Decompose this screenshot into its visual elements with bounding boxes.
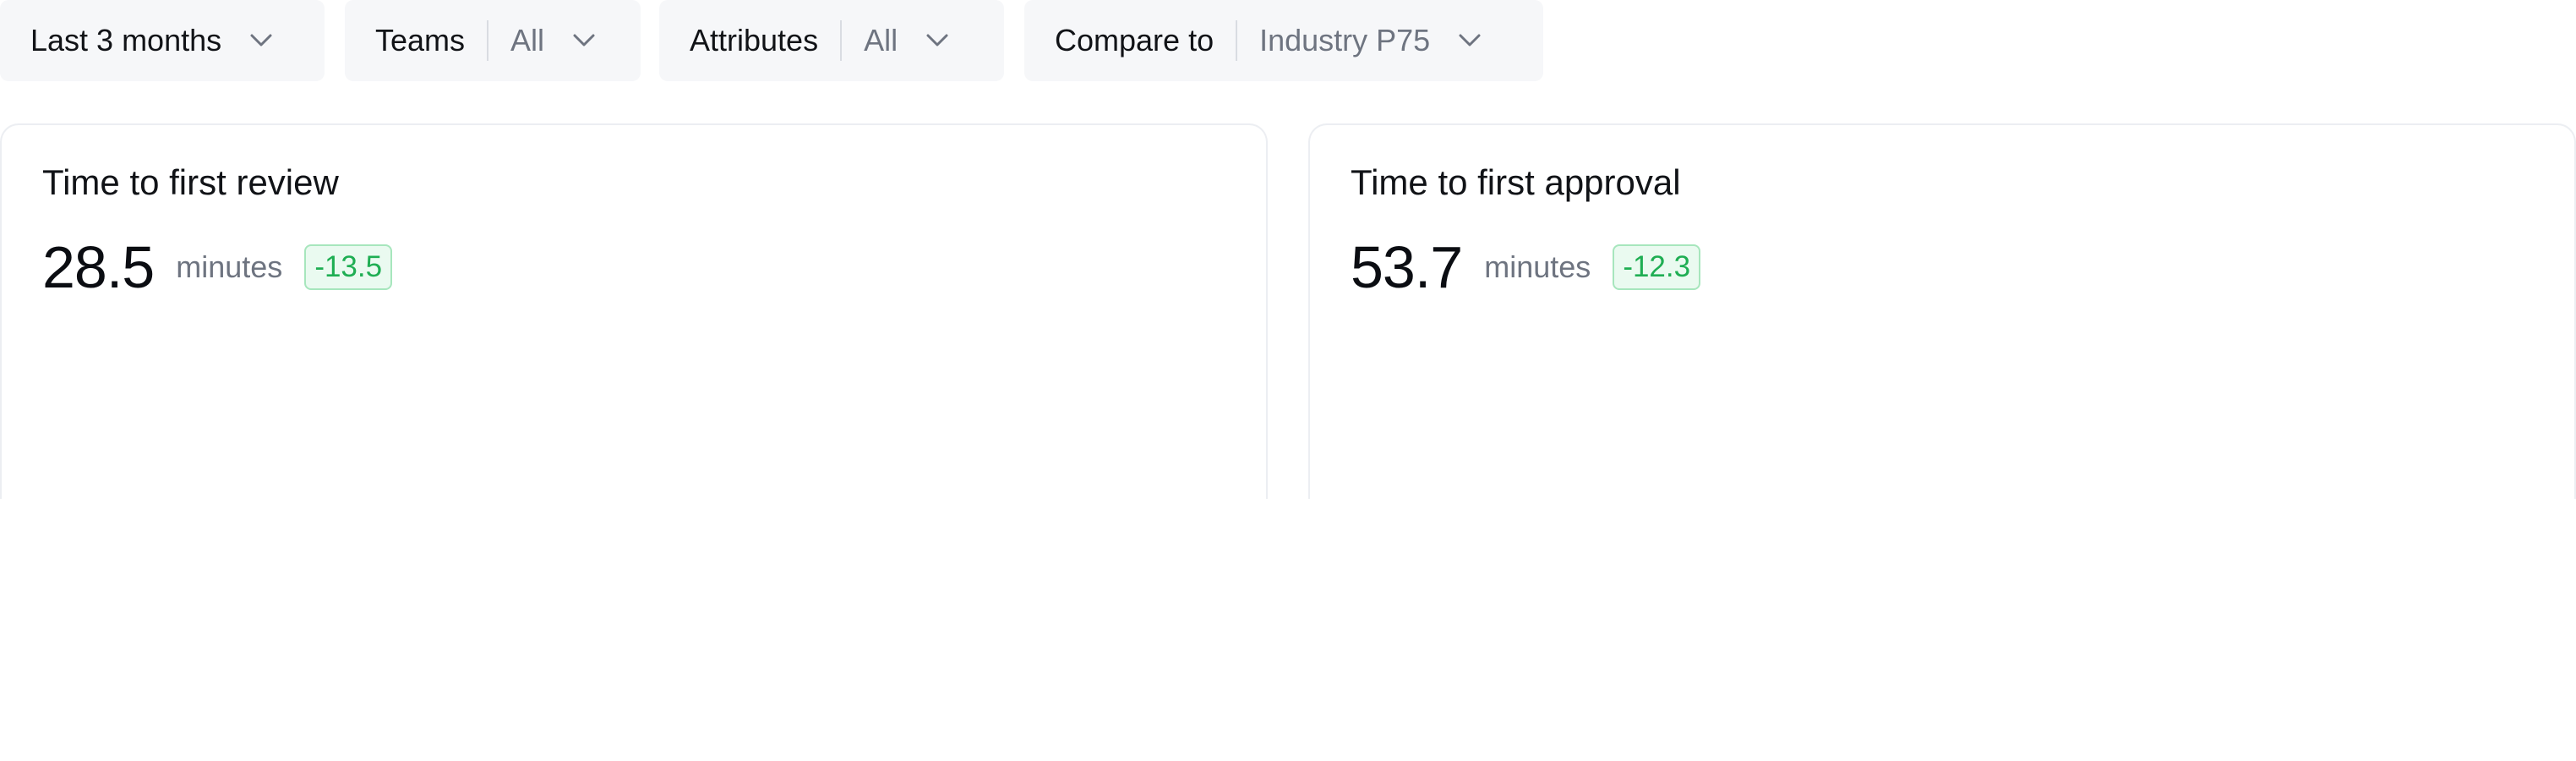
page-background [0,499,2576,761]
period-label: Last 3 months [30,23,222,57]
delta-badge: -13.5 [304,244,393,291]
period-dropdown[interactable]: Last 3 months [0,0,325,81]
delta-badge: -12.3 [1613,244,1701,291]
attributes-dropdown[interactable]: Attributes All [659,0,1004,81]
metric-value: 53.7 [1351,234,1463,300]
chevron-down-icon [247,26,276,55]
chevron-down-icon [1455,26,1484,55]
compare-value: Industry P75 [1259,23,1431,57]
teams-value: All [510,23,545,57]
divider [487,20,489,61]
teams-dropdown[interactable]: Teams All [345,0,641,81]
chevron-down-icon [923,26,952,55]
divider [840,20,843,61]
metric-row: 53.7 minutes -12.3 [1351,232,1701,303]
divider [1236,20,1238,61]
compare-label: Compare to [1055,23,1214,57]
metric-unit: minutes [176,249,283,284]
metric-row: 28.5 minutes -13.5 [42,232,393,303]
teams-label: Teams [375,23,466,57]
card-title: Time to first review [42,162,339,202]
metric-value: 28.5 [42,234,155,300]
chevron-down-icon [570,26,598,55]
attributes-value: All [864,23,898,57]
card-title: Time to first approval [1351,162,1681,202]
metric-unit: minutes [1484,249,1591,284]
attributes-label: Attributes [690,23,819,57]
compare-dropdown[interactable]: Compare to Industry P75 [1024,0,1543,81]
